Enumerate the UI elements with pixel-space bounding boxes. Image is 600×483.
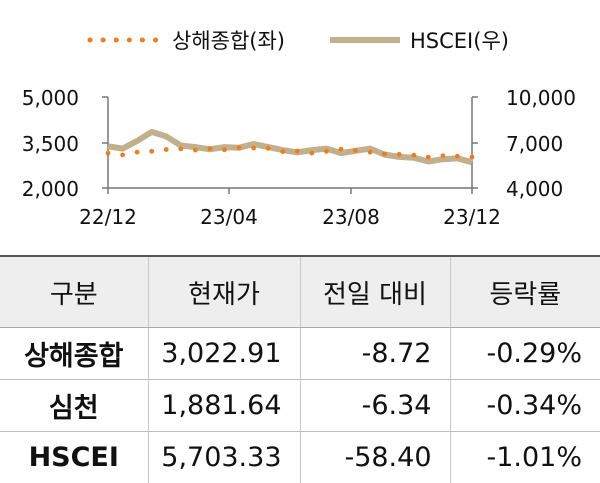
shanghai-point <box>353 148 358 153</box>
shanghai-point <box>208 146 213 151</box>
shanghai-point <box>411 153 416 158</box>
shanghai-point <box>193 148 198 153</box>
row-change: -8.72 <box>300 328 450 380</box>
right-tick-label: 7,000 <box>506 132 563 156</box>
series-line-hscei <box>108 132 472 162</box>
shanghai-point <box>470 155 475 160</box>
right-ticks: 10,000 7,000 4,000 <box>472 86 576 201</box>
shanghai-point <box>149 149 154 154</box>
right-tick-label: 10,000 <box>506 86 576 110</box>
row-name: 심천 <box>0 380 148 432</box>
x-ticks: 22/12 23/04 23/08 23/12 <box>79 188 501 229</box>
header-rate: 등락률 <box>450 256 600 328</box>
shanghai-point <box>441 153 446 158</box>
shanghai-point <box>339 147 344 152</box>
legend-label-shanghai: 상해종합(좌) <box>172 29 285 53</box>
x-tick-label: 23/04 <box>200 205 258 229</box>
shanghai-point <box>295 149 300 154</box>
table-header-row: 구분 현재가 전일 대비 등락률 <box>0 256 600 328</box>
table-row: 상해종합 3,022.91 -8.72 -0.29% <box>0 328 600 380</box>
row-price: 5,703.33 <box>148 432 300 483</box>
shanghai-point <box>368 150 373 155</box>
shanghai-point <box>164 147 169 152</box>
right-tick-label: 4,000 <box>506 177 563 201</box>
shanghai-point <box>251 146 256 151</box>
x-tick-label: 23/08 <box>322 205 380 229</box>
shanghai-point <box>382 152 387 157</box>
header-price: 현재가 <box>148 256 300 328</box>
table-row: HSCEI 5,703.33 -58.40 -1.01% <box>0 432 600 483</box>
left-tick-label: 5,000 <box>22 86 79 110</box>
x-tick-label: 23/12 <box>443 205 501 229</box>
left-ticks: 5,000 3,500 2,000 <box>22 86 108 201</box>
row-name: 상해종합 <box>0 328 148 380</box>
shanghai-point <box>426 155 431 160</box>
row-name: HSCEI <box>0 432 148 483</box>
x-tick-label: 22/12 <box>79 205 137 229</box>
shanghai-point <box>178 147 183 152</box>
shanghai-point <box>324 149 329 154</box>
table-row: 심천 1,881.64 -6.34 -0.34% <box>0 380 600 432</box>
shanghai-point <box>222 147 227 152</box>
shanghai-point <box>280 149 285 154</box>
header-change: 전일 대비 <box>300 256 450 328</box>
chart-legend: 상해종합(좌) HSCEI(우) <box>90 29 509 53</box>
index-table: 구분 현재가 전일 대비 등락률 상해종합 3,022.91 -8.72 -0.… <box>0 255 600 483</box>
header-category: 구분 <box>0 256 148 328</box>
shanghai-point <box>135 150 140 155</box>
row-change: -58.40 <box>300 432 450 483</box>
row-price: 3,022.91 <box>148 328 300 380</box>
shanghai-point <box>455 154 460 159</box>
row-change: -6.34 <box>300 380 450 432</box>
left-tick-label: 2,000 <box>22 177 79 201</box>
row-price: 1,881.64 <box>148 380 300 432</box>
shanghai-point <box>120 153 125 158</box>
shanghai-point <box>266 146 271 151</box>
legend-label-hscei: HSCEI(우) <box>410 29 509 53</box>
shanghai-point <box>309 151 314 156</box>
index-chart: 상해종합(좌) HSCEI(우) 5,000 3,500 2,000 10,00… <box>0 0 600 255</box>
row-rate: -1.01% <box>450 432 600 483</box>
row-rate: -0.29% <box>450 328 600 380</box>
row-rate: -0.34% <box>450 380 600 432</box>
shanghai-point <box>397 152 402 157</box>
left-tick-label: 3,500 <box>22 132 79 156</box>
shanghai-point <box>106 151 111 156</box>
shanghai-point <box>237 145 242 150</box>
